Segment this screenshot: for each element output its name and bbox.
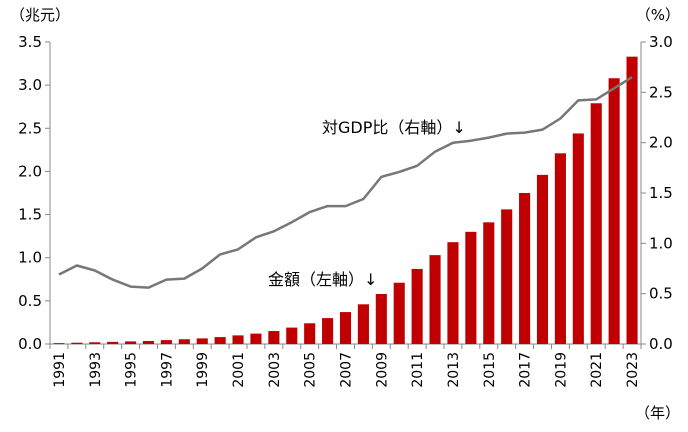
bar — [107, 341, 119, 344]
right-tick-label: 3.0 — [649, 33, 673, 51]
bar-series-annotation: 金額（左軸）↓ — [268, 270, 377, 289]
bar — [483, 222, 495, 344]
x-tick-label: 1993 — [88, 352, 104, 388]
bar — [160, 340, 172, 344]
left-tick-label: 0.0 — [18, 335, 42, 353]
left-axis-unit: （兆元） — [10, 6, 70, 24]
right-tick-label: 2.0 — [649, 134, 673, 152]
bar — [125, 341, 137, 344]
bar — [465, 231, 477, 344]
x-axis-unit: （年） — [635, 404, 680, 422]
bar — [286, 327, 298, 344]
bar — [554, 153, 566, 344]
x-tick-label: 2013 — [446, 352, 462, 388]
bar — [339, 312, 352, 344]
bar — [572, 133, 584, 344]
bar — [268, 331, 280, 344]
line-series-annotation: 対GDP比（右軸）↓ — [322, 118, 466, 137]
bar — [357, 304, 369, 344]
bar — [608, 78, 620, 345]
bar — [322, 318, 334, 344]
x-tick-label: 2019 — [553, 352, 569, 388]
x-tick-label: 1991 — [52, 352, 68, 388]
bar — [429, 255, 441, 344]
right-tick-label: 1.5 — [649, 184, 673, 202]
bar — [178, 339, 190, 344]
bar — [536, 174, 549, 344]
x-tick-label: 2011 — [410, 352, 426, 388]
x-tick-label: 2009 — [374, 352, 390, 388]
left-tick-label: 2.0 — [18, 162, 42, 180]
right-axis-unit: （%） — [636, 6, 680, 24]
bar — [626, 56, 638, 344]
bar — [142, 340, 155, 344]
right-tick-label: 0.0 — [649, 335, 673, 353]
x-tick-label: 1999 — [195, 352, 211, 388]
left-tick-label: 1.5 — [18, 206, 42, 224]
right-tick-label: 0.5 — [649, 285, 673, 303]
right-tick-label: 2.5 — [649, 83, 673, 101]
left-tick-label: 1.0 — [18, 249, 42, 267]
bar — [71, 342, 83, 344]
bar — [89, 342, 101, 344]
bar — [447, 242, 459, 344]
bar — [304, 323, 316, 344]
bar — [214, 337, 226, 344]
bar — [519, 193, 531, 344]
x-tick-label: 1995 — [124, 352, 140, 388]
x-tick-label: 2005 — [303, 352, 319, 388]
bar — [590, 103, 602, 345]
bar — [196, 338, 208, 344]
bar — [53, 343, 65, 344]
left-tick-label: 2.5 — [18, 119, 42, 137]
bar — [411, 268, 423, 344]
x-tick-label: 2017 — [518, 352, 534, 388]
bar — [393, 282, 405, 344]
bar — [250, 333, 262, 344]
right-tick-label: 1.0 — [649, 234, 673, 252]
bar — [375, 293, 387, 344]
bar — [232, 335, 244, 344]
bar — [501, 209, 513, 344]
x-tick-label: 2015 — [482, 352, 498, 388]
x-tick-label: 2003 — [267, 352, 283, 388]
x-tick-label: 2001 — [231, 352, 247, 388]
x-tick-label: 1997 — [159, 352, 175, 388]
x-tick-label: 2023 — [625, 352, 641, 388]
x-tick-label: 2007 — [339, 352, 355, 388]
x-tick-label: 2021 — [589, 352, 605, 388]
line-series — [58, 76, 633, 289]
left-tick-label: 0.5 — [18, 292, 42, 310]
left-tick-label: 3.5 — [18, 33, 42, 51]
left-tick-label: 3.0 — [18, 76, 42, 94]
